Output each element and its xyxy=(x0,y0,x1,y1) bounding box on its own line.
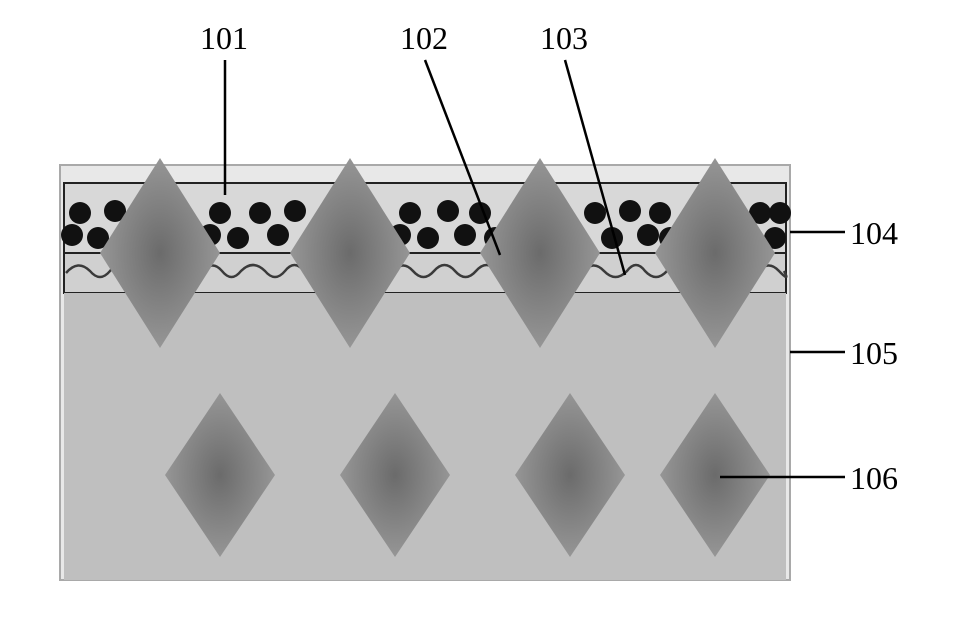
particle-dot xyxy=(417,227,439,249)
label-103: 103 xyxy=(540,20,588,57)
particle-dot xyxy=(399,202,421,224)
particle-dot xyxy=(227,227,249,249)
particle-dot xyxy=(637,224,659,246)
label-104: 104 xyxy=(850,215,898,252)
particle-dot xyxy=(619,200,641,222)
particle-dot xyxy=(61,224,83,246)
label-102: 102 xyxy=(400,20,448,57)
particle-dot xyxy=(69,202,91,224)
label-106: 106 xyxy=(850,460,898,497)
particle-dot xyxy=(649,202,671,224)
particle-dot xyxy=(267,224,289,246)
particle-dot xyxy=(209,202,231,224)
particle-dot xyxy=(437,200,459,222)
particle-dot xyxy=(284,200,306,222)
particle-dot xyxy=(454,224,476,246)
diagram-svg xyxy=(0,0,957,617)
particle-dot xyxy=(769,202,791,224)
label-105: 105 xyxy=(850,335,898,372)
substrate-layer xyxy=(64,293,786,580)
label-101: 101 xyxy=(200,20,248,57)
particle-dot xyxy=(584,202,606,224)
particle-dot xyxy=(249,202,271,224)
